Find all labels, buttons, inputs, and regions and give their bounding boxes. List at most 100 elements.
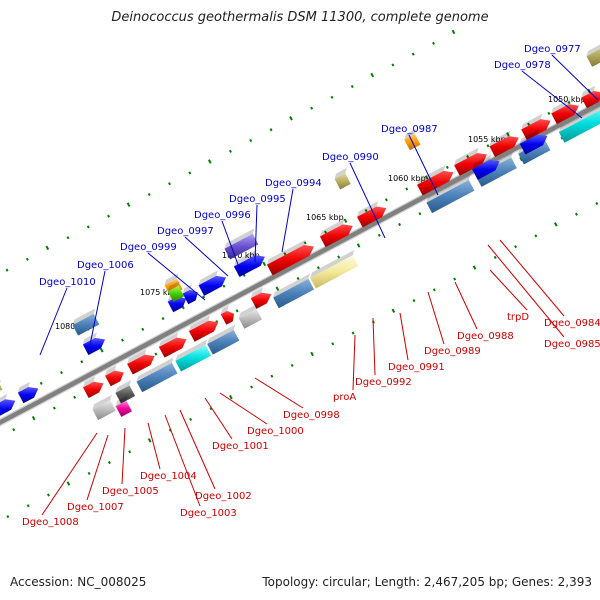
gene-label: Dgeo_0985 <box>544 339 600 350</box>
scale-tick <box>128 450 132 454</box>
leader-line <box>487 244 565 338</box>
gene-label: Dgeo_1010 <box>39 277 96 288</box>
scale-tick <box>66 236 70 240</box>
scale-tick <box>350 84 354 89</box>
gene-feature <box>586 49 600 67</box>
scale-label: 1055 kbp <box>468 135 506 144</box>
gene-feature-shadow <box>115 379 132 393</box>
gene-feature-shadow <box>105 365 117 376</box>
gene-feature <box>175 344 212 372</box>
gene-feature-shadow <box>489 130 511 147</box>
scale-tick <box>12 428 16 432</box>
scale-tick <box>547 111 551 115</box>
scale-tick <box>567 101 571 105</box>
gene-feature-shadow <box>224 228 255 249</box>
leader-line <box>499 239 565 317</box>
gene-label: Dgeo_1004 <box>140 471 197 482</box>
leader-line <box>254 377 304 409</box>
gene-feature <box>356 206 387 228</box>
gene-feature-shadow <box>273 273 311 298</box>
gene-labels: Dgeo_0977 Dgeo_0978 Dgeo_0987 Dgeo_0990 Dgeo… <box>22 44 600 528</box>
gene-feature <box>0 384 3 391</box>
gene-feature-shadow <box>158 332 179 348</box>
gene-feature <box>136 362 178 393</box>
scale-tick <box>141 327 145 331</box>
scale-tick <box>249 138 253 143</box>
gene-feature <box>233 255 265 278</box>
leader-line <box>89 270 106 346</box>
scale-tick <box>445 165 449 169</box>
gene-label: Dgeo_1006 <box>77 260 134 271</box>
gene-feature-shadow <box>17 381 31 393</box>
scale-labels: 1050 kbp 1055 kbp 1060 kbp 1065 kbp 1070 kbp… <box>55 95 586 331</box>
scale-tick <box>316 266 320 270</box>
leader-line <box>454 281 478 330</box>
gene-feature <box>454 152 487 176</box>
scale-tick <box>283 252 287 256</box>
scale-tick <box>73 395 77 399</box>
gene-feature <box>220 310 235 325</box>
scale-tick <box>506 132 510 137</box>
gene-feature-shadow <box>72 308 96 326</box>
gene-feature <box>92 400 116 421</box>
gene-label: Dgeo_0999 <box>120 242 177 253</box>
leader-line <box>147 252 206 301</box>
gene-feature-shadow <box>356 201 379 217</box>
gene-feature <box>188 320 219 342</box>
gene-feature-shadow <box>454 147 479 166</box>
gene-label: Dgeo_0987 <box>381 124 438 135</box>
scale-tick <box>527 122 531 126</box>
leader-line <box>408 134 439 196</box>
scale-tick <box>66 481 71 486</box>
leader-line <box>147 422 161 470</box>
gene-feature-shadow <box>426 174 471 203</box>
scale-tick <box>188 171 192 175</box>
scale-tick <box>87 471 91 475</box>
gene-feature <box>224 233 259 260</box>
scale-tick <box>45 245 50 251</box>
gene-feature-shadow <box>198 270 218 286</box>
gene-label: Dgeo_0984 <box>544 318 600 329</box>
gene-feature-shadow <box>127 349 147 364</box>
scale-tick <box>331 342 335 346</box>
gene-label: Dgeo_1007 <box>67 502 124 513</box>
scale-tick <box>330 95 334 99</box>
scale-tick <box>424 175 429 180</box>
gene-feature <box>17 387 39 404</box>
scale-tick <box>391 63 395 67</box>
scale-tick <box>351 331 355 335</box>
scale-ticks <box>0 29 599 519</box>
scale-tick <box>432 41 435 45</box>
scale-tick <box>384 198 388 202</box>
leader-line <box>184 236 229 277</box>
gene-feature-shadow <box>551 98 571 114</box>
scale-tick <box>222 284 226 288</box>
gene-label: Dgeo_0978 <box>494 60 551 71</box>
leader-line <box>204 397 233 440</box>
scale-tick <box>154 352 158 356</box>
gene-label: Dgeo_0977 <box>524 44 581 55</box>
gene-label: Dgeo_1005 <box>102 486 159 497</box>
gene-feature-shadow <box>0 393 8 403</box>
scale-label: 1070 kbp <box>222 251 260 260</box>
leader-line <box>489 269 528 311</box>
gene-feature-shadow <box>220 305 229 315</box>
leader-line <box>352 334 356 391</box>
gene-feature-shadow <box>207 324 236 345</box>
gene-label: Dgeo_0998 <box>283 410 340 421</box>
scale-tick <box>289 116 293 121</box>
gene-label: proA <box>333 392 356 403</box>
scale-tick <box>209 407 213 411</box>
scale-tick <box>31 415 36 421</box>
scale-tick <box>411 52 415 56</box>
scale-tick <box>324 230 327 234</box>
gene-feature-shadow <box>558 105 600 133</box>
leader-line <box>219 392 268 425</box>
scale-tick <box>86 225 90 229</box>
scale-label: 1065 kbp <box>306 213 344 222</box>
scale-tick <box>47 493 50 497</box>
scale-tick <box>60 370 63 375</box>
gene-label: Dgeo_1002 <box>195 491 252 502</box>
gene-label: Dgeo_1008 <box>22 517 79 528</box>
gene-feature-shadow <box>404 128 417 140</box>
